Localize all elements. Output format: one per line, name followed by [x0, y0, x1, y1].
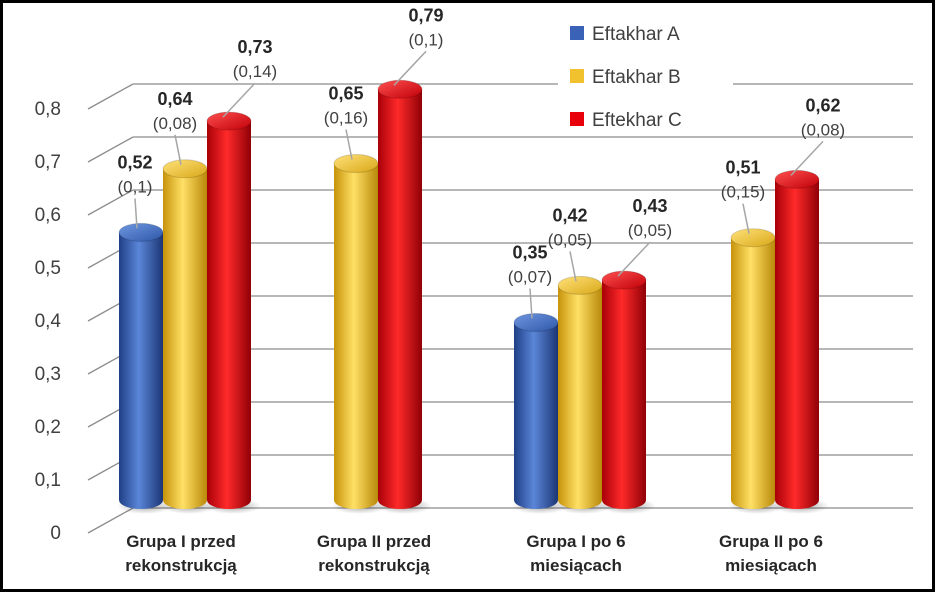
legend-entry: Eftakhar B: [592, 67, 681, 88]
bar-top: [513, 313, 559, 332]
sd-label: (0,14): [233, 62, 277, 81]
bar-eftekhar-c: [376, 79, 432, 514]
bars: [117, 79, 829, 514]
category-label: Grupa II przed rekonstrukcją: [317, 532, 431, 575]
bar-top: [162, 159, 208, 179]
legend-entry: Eftekhar C: [592, 110, 682, 131]
leader-line: [222, 82, 256, 118]
sd-label: (0,1): [409, 30, 444, 49]
bar-body: [163, 168, 207, 510]
category-label-line: miesiącach: [530, 556, 622, 575]
data-label: 0,35: [512, 243, 547, 263]
data-label: 0,42: [552, 205, 587, 225]
bar-eftakhar-b: [161, 159, 217, 514]
bar-top: [206, 111, 252, 131]
gridline-side: [87, 189, 134, 216]
bar-body: [207, 121, 251, 509]
category-label-line: miesiącach: [725, 556, 817, 575]
leader-line: [790, 140, 824, 176]
data-label: 0,65: [328, 84, 363, 104]
y-tick-label: 0,4: [35, 311, 62, 332]
bar-body: [558, 285, 602, 509]
leader-line: [742, 203, 750, 234]
bar-eftakhar-a: [117, 222, 173, 514]
leader-line: [617, 241, 651, 277]
data-label: 0,64: [157, 89, 192, 109]
legend-entry: Eftakhar A: [592, 24, 680, 45]
sd-label: (0,08): [153, 114, 197, 133]
category-label-line: Grupa I po 6: [526, 532, 625, 551]
category-label-line: Grupa I przed: [126, 532, 236, 551]
y-tick-label: 0,6: [35, 205, 61, 226]
bar-eftakhar-a: [512, 313, 568, 514]
y-tick-label: 0,8: [35, 99, 61, 120]
bar-eftakhar-b: [729, 228, 785, 514]
gridline-side: [87, 83, 134, 110]
leader-line: [393, 50, 427, 86]
legend-swatch: [570, 69, 584, 83]
leader-line: [529, 288, 533, 319]
sd-label: (0,15): [721, 183, 765, 202]
category-label-line: rekonstrukcją: [318, 556, 430, 575]
bar-top: [333, 154, 379, 173]
y-tick-label: 0,2: [35, 417, 61, 438]
sd-label: (0,08): [801, 120, 845, 139]
data-label: 0,79: [408, 5, 443, 25]
bar-eftakhar-b: [556, 275, 612, 514]
bar-body: [334, 163, 378, 509]
sd-label: (0,1): [118, 177, 153, 196]
category-label-line: Grupa II po 6: [719, 532, 823, 551]
data-labels: 0,52 (0,1) 0,35 (0,07) 0,64 (0,08) 0,65 (0,16) 0…: [117, 5, 845, 319]
data-label: 0,73: [237, 37, 272, 57]
category-label-line: Grupa II przed: [317, 532, 431, 551]
y-tick-label: 0,7: [35, 152, 61, 173]
bar-body: [119, 232, 163, 509]
bar-eftekhar-c: [773, 169, 829, 514]
bar-body: [731, 237, 775, 509]
bar-top: [377, 79, 423, 99]
data-label: 0,62: [805, 95, 840, 115]
bar-body: [775, 179, 819, 509]
leader-line: [569, 251, 577, 282]
bar-top: [557, 275, 603, 295]
bar-eftekhar-c: [600, 270, 656, 514]
bar-body: [514, 322, 558, 509]
bar-top: [601, 270, 647, 290]
legend: Eftakhar A Eftakhar B Eftekhar C: [558, 11, 733, 136]
gridline-side: [87, 507, 134, 534]
category-label: Grupa I po 6 miesiącach: [526, 532, 625, 575]
y-tick-label: 0,5: [35, 258, 61, 279]
gridline-side: [87, 136, 134, 163]
category-label: Grupa I przed rekonstrukcją: [125, 532, 237, 575]
category-label: Grupa II po 6 miesiącach: [719, 532, 823, 575]
y-axis-ticks: 0 0,1 0,2 0,3 0,4 0,5 0,6 0,7 0,8: [35, 99, 62, 544]
leader-line: [134, 198, 138, 229]
bar-top: [774, 169, 820, 189]
legend-swatch: [570, 26, 584, 40]
bar-body: [602, 280, 646, 509]
bar-eftakhar-b: [332, 154, 388, 514]
legend-swatch: [570, 112, 584, 126]
legend-box: [558, 11, 733, 136]
bar-body: [378, 89, 422, 510]
data-label: 0,52: [117, 152, 152, 172]
y-tick-label: 0,3: [35, 364, 61, 385]
bar-chart: 00,10,20,30,40,50,60,70,8 0,52(0,1)0,35(…: [35, 5, 913, 575]
bar-top: [118, 222, 164, 242]
leader-line: [174, 134, 182, 165]
data-label: 0,51: [725, 158, 760, 178]
bar-top: [730, 228, 776, 248]
data-label: 0,43: [632, 196, 667, 216]
sd-label: (0,05): [548, 230, 592, 249]
bar-eftekhar-c: [205, 111, 261, 514]
y-tick-label: 0: [50, 523, 61, 544]
sd-label: (0,07): [508, 268, 552, 287]
sd-label: (0,05): [628, 221, 672, 240]
sd-label: (0,16): [324, 109, 368, 128]
leader-line: [345, 129, 353, 160]
y-tick-label: 0,1: [35, 470, 61, 491]
category-label-line: rekonstrukcją: [125, 556, 237, 575]
